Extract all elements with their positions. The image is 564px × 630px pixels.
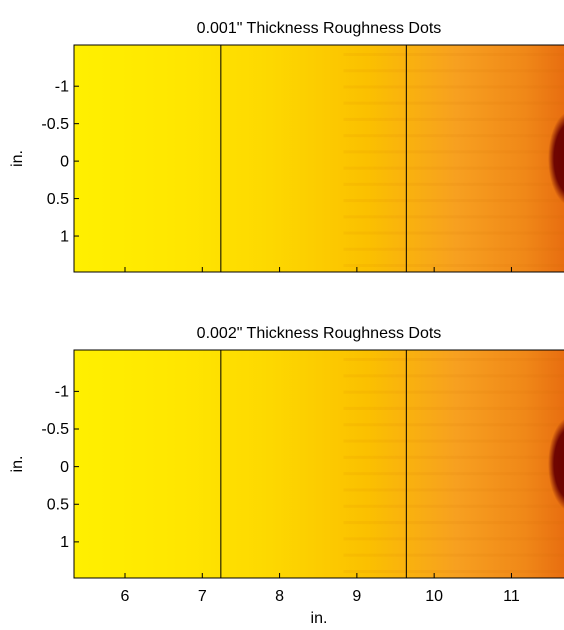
x-tick-label: 6 — [121, 588, 130, 605]
image-streak — [343, 537, 564, 541]
image-streak — [343, 231, 564, 235]
y-tick-label: 1 — [60, 534, 69, 551]
image-streak — [343, 166, 564, 170]
image-streak — [343, 390, 564, 394]
image-streak — [343, 182, 564, 186]
axis-frame — [73, 349, 564, 579]
image-streak — [343, 488, 564, 492]
image-streak — [343, 53, 564, 56]
y-tick-label: -0.5 — [41, 421, 69, 438]
image-streak — [343, 199, 564, 203]
image-streak — [343, 101, 564, 105]
image-area — [74, 350, 564, 578]
y-tick-label: -0.5 — [41, 116, 69, 133]
x-tick-label: 7 — [198, 588, 207, 605]
image-streak — [343, 69, 564, 73]
image-streak — [343, 553, 564, 557]
image-streak — [343, 455, 564, 459]
image-streak — [343, 374, 564, 378]
y-axis-label: in. — [9, 456, 26, 473]
y-tick-label: -1 — [55, 78, 69, 95]
image-streak — [343, 423, 564, 427]
chart-title: 0.001" Thickness Roughness Dots — [197, 20, 442, 37]
y-tick-label: 0 — [60, 153, 69, 170]
y-tick-label: -1 — [55, 384, 69, 401]
image-streak — [343, 521, 564, 525]
image-streak — [343, 117, 564, 121]
y-tick-label: 0.5 — [47, 191, 69, 208]
x-tick-label: 8 — [275, 588, 284, 605]
image-streak — [343, 85, 564, 89]
image-spot — [548, 113, 564, 204]
image-streak — [343, 472, 564, 476]
image-streak — [343, 406, 564, 410]
image-streak — [343, 215, 564, 219]
axis-frame — [73, 44, 564, 273]
image-streak — [343, 504, 564, 508]
image-streak — [343, 264, 564, 267]
y-tick-label: 0 — [60, 459, 69, 476]
x-tick-label: 9 — [352, 588, 361, 605]
image-streak — [343, 247, 564, 251]
y-tick-label: 1 — [60, 228, 69, 245]
image-streak — [343, 134, 564, 138]
y-axis-label: in. — [9, 150, 26, 167]
x-tick-label: 10 — [425, 588, 443, 605]
x-tick-label: 11 — [503, 588, 520, 605]
image-streak — [343, 150, 564, 154]
x-axis-label: in. — [311, 610, 328, 627]
chart-title: 0.002" Thickness Roughness Dots — [197, 325, 442, 342]
image-spot — [548, 418, 564, 510]
image-area — [74, 45, 564, 272]
image-streak — [343, 439, 564, 443]
y-tick-label: 0.5 — [47, 496, 69, 513]
image-streak — [343, 358, 564, 361]
image-streak — [343, 570, 564, 573]
